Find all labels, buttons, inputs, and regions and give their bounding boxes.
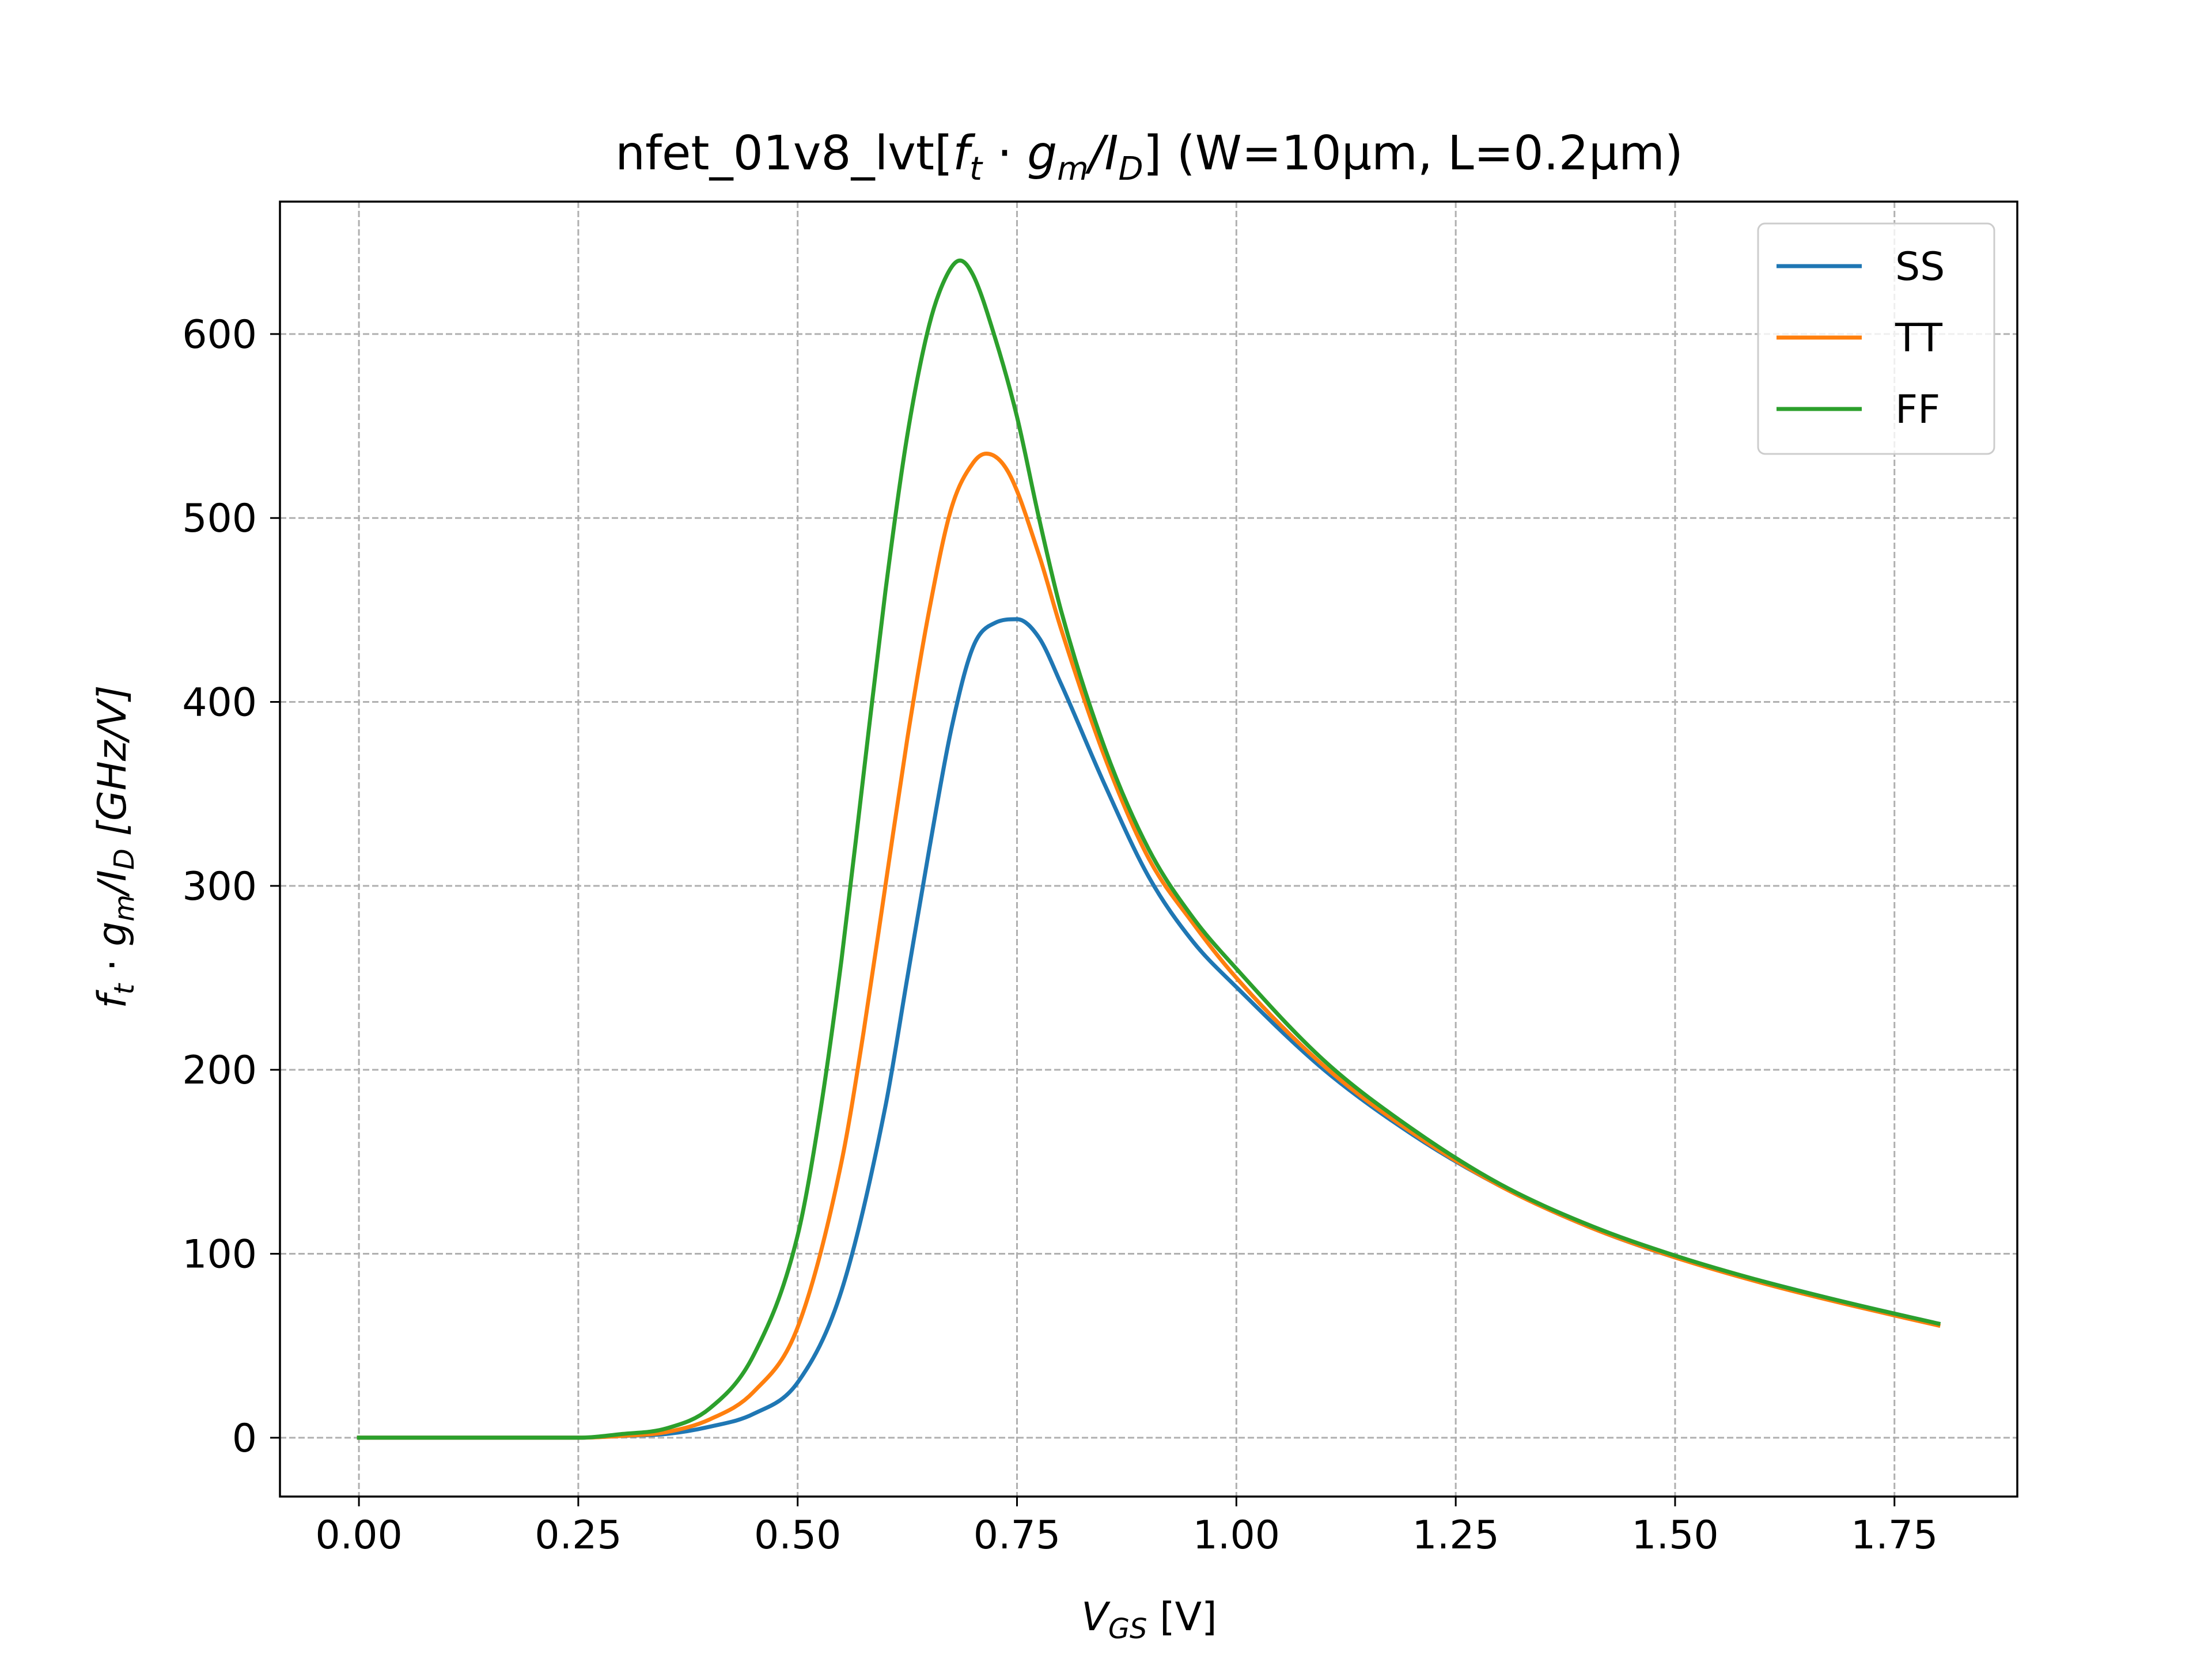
x-axis-label: VGS [V]: [1081, 1594, 1217, 1645]
x-tick-label: 1.00: [1193, 1513, 1280, 1558]
x-tick-label: 0.25: [535, 1513, 622, 1558]
y-tick-label: 300: [182, 864, 257, 910]
y-tick-label: 200: [182, 1048, 257, 1093]
y-tick-label: 100: [182, 1232, 257, 1278]
series-layer: [357, 258, 1941, 1440]
x-tick-label: 0.75: [974, 1513, 1060, 1558]
x-tick-label: 0.00: [315, 1513, 402, 1558]
tick-layer: 0.00 0.25 0.50 0.75 1.00 1.25 1.50 1.75 0 100 200 3…: [182, 312, 1938, 1558]
legend-label-tt: TT: [1895, 316, 1942, 361]
x-tick-label: 1.50: [1631, 1513, 1718, 1558]
y-tick-label: 400: [182, 680, 257, 726]
chart-title: nfet_01v8_lvt[ft · gm/ID] (W=10μm, L=0.2…: [615, 126, 1683, 188]
series-line-ff: [357, 258, 1941, 1440]
x-tick-label: 1.25: [1412, 1513, 1499, 1558]
legend-box: [1757, 222, 1995, 455]
legend-label-ff: FF: [1895, 387, 1940, 433]
legend-label-ss: SS: [1895, 244, 1945, 290]
x-tick-label: 0.50: [754, 1513, 841, 1558]
y-axis-label: ft · gm/ID [GHz/V]: [90, 685, 141, 1008]
x-tick-label: 1.75: [1851, 1513, 1938, 1558]
y-tick-label: 600: [182, 312, 257, 358]
y-tick-label: 0: [232, 1416, 257, 1461]
y-tick-label: 500: [182, 496, 257, 541]
legend: SS TT FF: [1757, 222, 1995, 455]
plot-frame: [279, 200, 2018, 1498]
